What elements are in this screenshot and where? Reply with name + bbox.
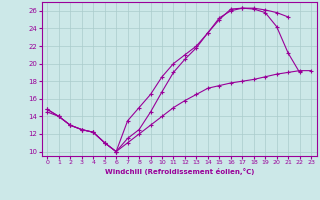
X-axis label: Windchill (Refroidissement éolien,°C): Windchill (Refroidissement éolien,°C) [105,168,254,175]
